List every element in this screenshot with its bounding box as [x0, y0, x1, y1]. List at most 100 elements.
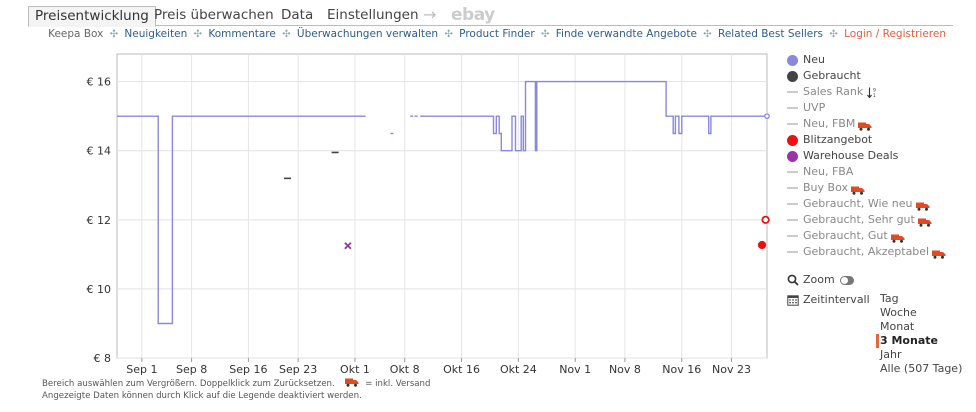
legend-item-gebraucht-gut[interactable]: Gebraucht, Gut — [786, 228, 966, 244]
legend-line-icon — [786, 123, 799, 125]
separator-icon: ✣ — [541, 29, 550, 40]
legend-label: Neu, FBA — [803, 165, 854, 178]
legend-item-sales-rank[interactable]: Sales Rank 9 1 — [786, 84, 966, 100]
series-end-point — [764, 113, 770, 120]
legend-label: Gebraucht, Akzeptabel — [803, 245, 930, 258]
y-tick-label: € 16 — [87, 76, 112, 89]
tab-price-history[interactable]: Preisentwicklung — [28, 6, 156, 27]
legend-item-gebraucht-wie-neu[interactable]: Gebraucht, Wie neu — [786, 196, 966, 212]
x-tick-label: Nov 16 — [662, 363, 701, 375]
range-option[interactable]: Woche — [880, 306, 917, 319]
legend-item-gebraucht-akzeptabel[interactable]: Gebraucht, Akzeptabel — [786, 244, 966, 260]
x-tick-label: Nov 8 — [609, 363, 641, 375]
shipping-truck-icon — [345, 378, 359, 387]
interval-control: Zeitintervall — [786, 292, 870, 308]
legend-item-uvp[interactable]: UVP — [786, 100, 966, 116]
tab-price-watch[interactable]: Preis überwachen — [154, 7, 274, 23]
time-range-options: Tag Woche Monat 3 Monate Jahr Alle (507 Tage) — [876, 292, 962, 376]
footnote-legend-hint: Angezeigte Daten können durch Klick auf … — [42, 391, 362, 401]
interval-label: Zeitintervall — [803, 293, 870, 306]
legend-item-gebraucht[interactable]: Gebraucht — [786, 68, 966, 84]
warehouse-deal-point — [344, 242, 352, 250]
login-register-link[interactable]: Login / Registrieren — [844, 28, 946, 40]
legend-label: Gebraucht, Wie neu — [803, 197, 913, 210]
svg-text:9: 9 — [873, 87, 876, 93]
range-option[interactable]: 3 Monate — [876, 334, 962, 348]
legend-line-icon — [786, 187, 799, 189]
plot-area — [116, 53, 768, 359]
legend-label: Gebraucht, Sehr gut — [803, 213, 915, 226]
y-tick-label: € 8 — [94, 352, 112, 365]
range-option[interactable]: Jahr — [880, 348, 902, 361]
legend-label: UVP — [803, 101, 826, 114]
price-chart-svg[interactable]: € 8 € 10 € 12 € 14 € 16 Sep 1 Sep 8 Sep 16 Sep 2… — [0, 40, 780, 376]
tab-bar: Preisentwicklung Preis überwachen Data E… — [28, 5, 953, 27]
separator-icon: ✣ — [109, 29, 119, 40]
separator-icon: ✣ — [444, 29, 453, 40]
legend-item-neu-fba[interactable]: Neu, FBA — [786, 164, 966, 180]
related-best-sellers-link[interactable]: Related Best Sellers — [718, 28, 824, 40]
legend-label: Sales Rank — [803, 85, 864, 98]
legend-label: Gebraucht — [803, 69, 861, 82]
y-tick-label: € 10 — [87, 283, 112, 296]
x-tick-label: Sep 1 — [126, 363, 157, 375]
x-tick-label: Okt 8 — [390, 363, 420, 375]
x-tick-label: Okt 16 — [443, 363, 480, 375]
news-link[interactable]: Neuigkeiten — [124, 28, 188, 40]
calendar-icon — [786, 294, 799, 306]
legend-line-icon — [786, 171, 799, 173]
x-tick-label: Nov 23 — [712, 363, 751, 375]
chart-legend: Neu Gebraucht Sales Rank 9 1 UVP Neu, FBM Blitz… — [786, 52, 966, 260]
shipping-truck-icon — [917, 216, 932, 227]
zoom-toggle[interactable] — [839, 275, 854, 285]
range-option[interactable]: Alle (507 Tage) — [880, 362, 963, 375]
tab-settings[interactable]: Einstellungen — [327, 7, 419, 23]
footnote-zoom-text: Bereich auswählen zum Vergrößern. Doppel… — [42, 379, 335, 389]
tab-data[interactable]: Data — [281, 7, 314, 23]
legend-label: Neu — [803, 53, 825, 66]
manage-watches-link[interactable]: Überwachungen verwalten — [296, 28, 439, 40]
svg-text:1: 1 — [873, 93, 876, 98]
legend-item-warehouse-deals[interactable]: Warehouse Deals — [786, 148, 966, 164]
shipping-truck-icon — [850, 184, 865, 195]
price-chart[interactable]: € 8 € 10 € 12 € 14 € 16 Sep 1 Sep 8 Sep 16 Sep 2… — [0, 40, 780, 376]
footnote-zoom-hint: Bereich auswählen zum Vergrößern. Doppel… — [42, 378, 430, 389]
legend-label: Blitzangebot — [803, 133, 873, 146]
separator-icon: ✣ — [703, 29, 712, 40]
legend-item-neu[interactable]: Neu — [786, 52, 966, 68]
legend-item-gebraucht-sehr-gut[interactable]: Gebraucht, Sehr gut — [786, 212, 966, 228]
legend-item-blitzangebot[interactable]: Blitzangebot — [786, 132, 966, 148]
lightning-deal-point — [761, 215, 770, 224]
x-tick-label: Okt 24 — [500, 363, 537, 375]
legend-line-icon — [786, 219, 799, 221]
shipping-truck-icon — [932, 248, 946, 259]
separator-icon: ✣ — [193, 29, 203, 40]
legend-line-icon — [786, 91, 799, 93]
legend-line-icon — [786, 251, 799, 253]
zoom-control[interactable]: Zoom — [786, 272, 870, 288]
x-tick-label: Nov 1 — [559, 363, 591, 375]
legend-dot-icon — [786, 150, 799, 162]
keepa-box-label: Keepa Box — [48, 28, 104, 40]
arrow-right-icon: → — [423, 5, 437, 24]
legend-item-neu-fbm[interactable]: Neu, FBM — [786, 116, 966, 132]
y-tick-label: € 14 — [87, 145, 112, 158]
x-tick-label: Okt 1 — [340, 363, 370, 375]
legend-dot-icon — [786, 134, 799, 146]
x-tick-label: Sep 16 — [229, 363, 267, 375]
ebay-link[interactable]: ebay — [451, 5, 495, 25]
range-option[interactable]: Monat — [880, 320, 915, 333]
comments-link[interactable]: Kommentare — [208, 28, 276, 40]
x-tick-label: Sep 23 — [279, 363, 317, 375]
separator-icon: ✣ — [829, 29, 838, 40]
legend-label: Buy Box — [803, 181, 848, 194]
legend-label: Warehouse Deals — [803, 149, 899, 162]
zoom-label: Zoom — [803, 273, 835, 286]
product-finder-link[interactable]: Product Finder — [459, 28, 535, 40]
range-option[interactable]: Tag — [880, 292, 899, 305]
legend-dot-icon — [786, 54, 799, 66]
related-offers-link[interactable]: Finde verwandte Angebote — [555, 28, 697, 40]
x-tick-label: Sep 8 — [176, 363, 207, 375]
legend-item-buy-box[interactable]: Buy Box — [786, 180, 966, 196]
